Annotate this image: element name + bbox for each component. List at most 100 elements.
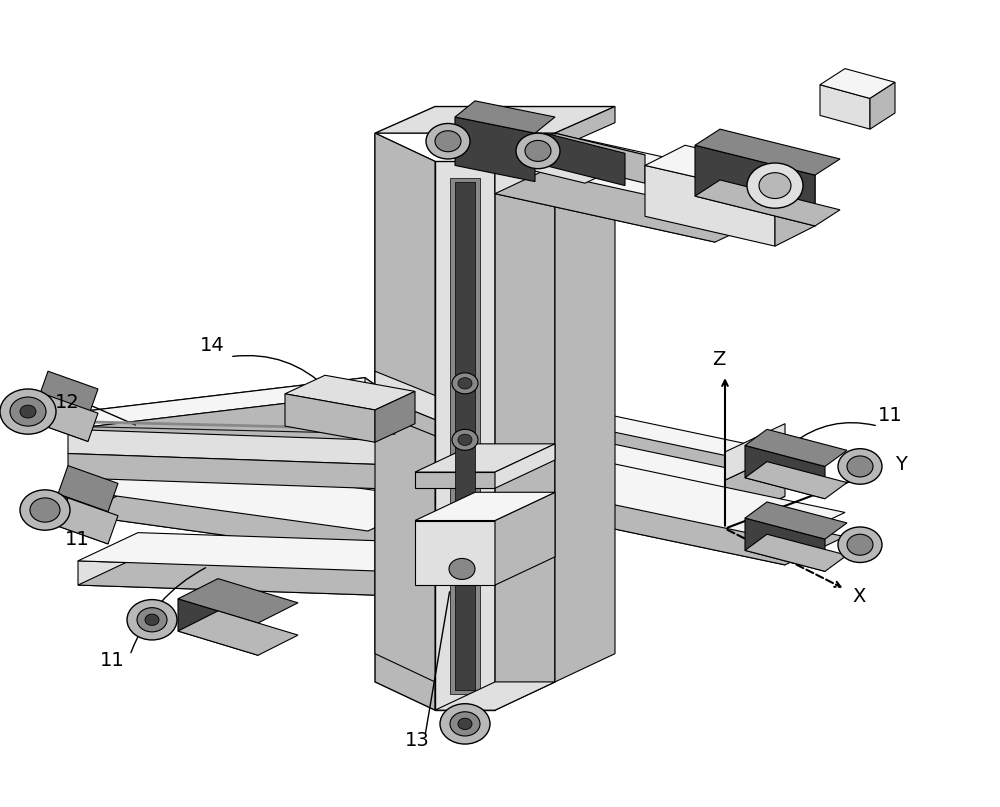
Text: X: X bbox=[852, 587, 865, 606]
Text: 11: 11 bbox=[100, 650, 125, 670]
Polygon shape bbox=[415, 444, 555, 472]
Polygon shape bbox=[495, 133, 775, 210]
Text: Z: Z bbox=[712, 349, 725, 369]
Polygon shape bbox=[695, 180, 840, 226]
Polygon shape bbox=[645, 145, 815, 195]
Polygon shape bbox=[495, 448, 785, 525]
Circle shape bbox=[452, 373, 478, 394]
Polygon shape bbox=[455, 182, 475, 690]
Polygon shape bbox=[68, 429, 435, 466]
Polygon shape bbox=[178, 599, 258, 655]
Circle shape bbox=[435, 131, 461, 152]
Circle shape bbox=[458, 378, 472, 389]
Polygon shape bbox=[415, 521, 495, 585]
Circle shape bbox=[20, 405, 36, 418]
Polygon shape bbox=[495, 161, 715, 242]
Polygon shape bbox=[78, 491, 368, 555]
Polygon shape bbox=[495, 133, 645, 183]
Polygon shape bbox=[178, 579, 298, 623]
Circle shape bbox=[747, 163, 803, 208]
Polygon shape bbox=[745, 534, 847, 571]
Polygon shape bbox=[745, 445, 825, 499]
Polygon shape bbox=[495, 492, 555, 585]
Polygon shape bbox=[495, 165, 775, 242]
Polygon shape bbox=[455, 101, 555, 133]
Text: 14: 14 bbox=[200, 336, 225, 355]
Polygon shape bbox=[555, 492, 785, 565]
Circle shape bbox=[759, 173, 791, 199]
Polygon shape bbox=[415, 492, 555, 521]
Polygon shape bbox=[78, 561, 435, 597]
Circle shape bbox=[10, 397, 46, 426]
Polygon shape bbox=[78, 557, 495, 597]
Polygon shape bbox=[68, 454, 435, 491]
Polygon shape bbox=[375, 133, 435, 682]
Circle shape bbox=[516, 133, 560, 169]
Polygon shape bbox=[695, 129, 840, 175]
Circle shape bbox=[847, 534, 873, 555]
Polygon shape bbox=[745, 462, 847, 499]
Circle shape bbox=[137, 608, 167, 632]
Polygon shape bbox=[375, 391, 415, 442]
Polygon shape bbox=[645, 165, 775, 246]
Circle shape bbox=[449, 558, 475, 579]
Polygon shape bbox=[555, 161, 615, 682]
Circle shape bbox=[525, 140, 551, 161]
Polygon shape bbox=[178, 611, 298, 655]
Polygon shape bbox=[78, 458, 435, 531]
Text: Y: Y bbox=[895, 454, 907, 474]
Polygon shape bbox=[695, 145, 815, 226]
Polygon shape bbox=[375, 133, 435, 710]
Circle shape bbox=[30, 498, 60, 522]
Polygon shape bbox=[285, 375, 415, 410]
Circle shape bbox=[458, 718, 472, 730]
Polygon shape bbox=[455, 117, 535, 182]
Polygon shape bbox=[375, 107, 615, 133]
Polygon shape bbox=[725, 452, 785, 525]
Circle shape bbox=[127, 600, 177, 640]
Circle shape bbox=[458, 434, 472, 445]
Circle shape bbox=[452, 429, 478, 450]
Polygon shape bbox=[725, 424, 785, 480]
Polygon shape bbox=[415, 472, 495, 488]
Text: 11: 11 bbox=[878, 406, 903, 425]
Polygon shape bbox=[78, 483, 435, 555]
Circle shape bbox=[838, 449, 882, 484]
Circle shape bbox=[450, 712, 480, 736]
Polygon shape bbox=[58, 494, 108, 544]
Circle shape bbox=[0, 389, 56, 434]
Text: 11: 11 bbox=[65, 529, 90, 549]
Polygon shape bbox=[78, 533, 495, 573]
Polygon shape bbox=[555, 133, 645, 183]
Polygon shape bbox=[775, 175, 815, 246]
Polygon shape bbox=[38, 371, 98, 417]
Polygon shape bbox=[745, 518, 825, 571]
Polygon shape bbox=[375, 371, 435, 420]
Polygon shape bbox=[435, 161, 495, 710]
Polygon shape bbox=[450, 178, 480, 694]
Polygon shape bbox=[745, 429, 847, 466]
Polygon shape bbox=[58, 498, 118, 544]
Polygon shape bbox=[495, 420, 785, 496]
Polygon shape bbox=[38, 399, 88, 441]
Polygon shape bbox=[545, 133, 625, 186]
Polygon shape bbox=[555, 464, 845, 541]
Polygon shape bbox=[870, 82, 895, 129]
Text: 12: 12 bbox=[55, 392, 80, 412]
Polygon shape bbox=[285, 394, 375, 442]
Polygon shape bbox=[68, 394, 435, 478]
Circle shape bbox=[847, 456, 873, 477]
Polygon shape bbox=[38, 395, 98, 441]
Circle shape bbox=[838, 527, 882, 562]
Polygon shape bbox=[495, 404, 785, 480]
Polygon shape bbox=[58, 466, 118, 512]
Circle shape bbox=[440, 704, 490, 744]
Polygon shape bbox=[555, 107, 615, 149]
Polygon shape bbox=[68, 378, 365, 429]
Polygon shape bbox=[495, 432, 785, 508]
Text: 13: 13 bbox=[405, 731, 430, 751]
Polygon shape bbox=[435, 682, 555, 710]
Polygon shape bbox=[495, 133, 555, 710]
Polygon shape bbox=[495, 460, 725, 525]
Polygon shape bbox=[495, 432, 725, 496]
